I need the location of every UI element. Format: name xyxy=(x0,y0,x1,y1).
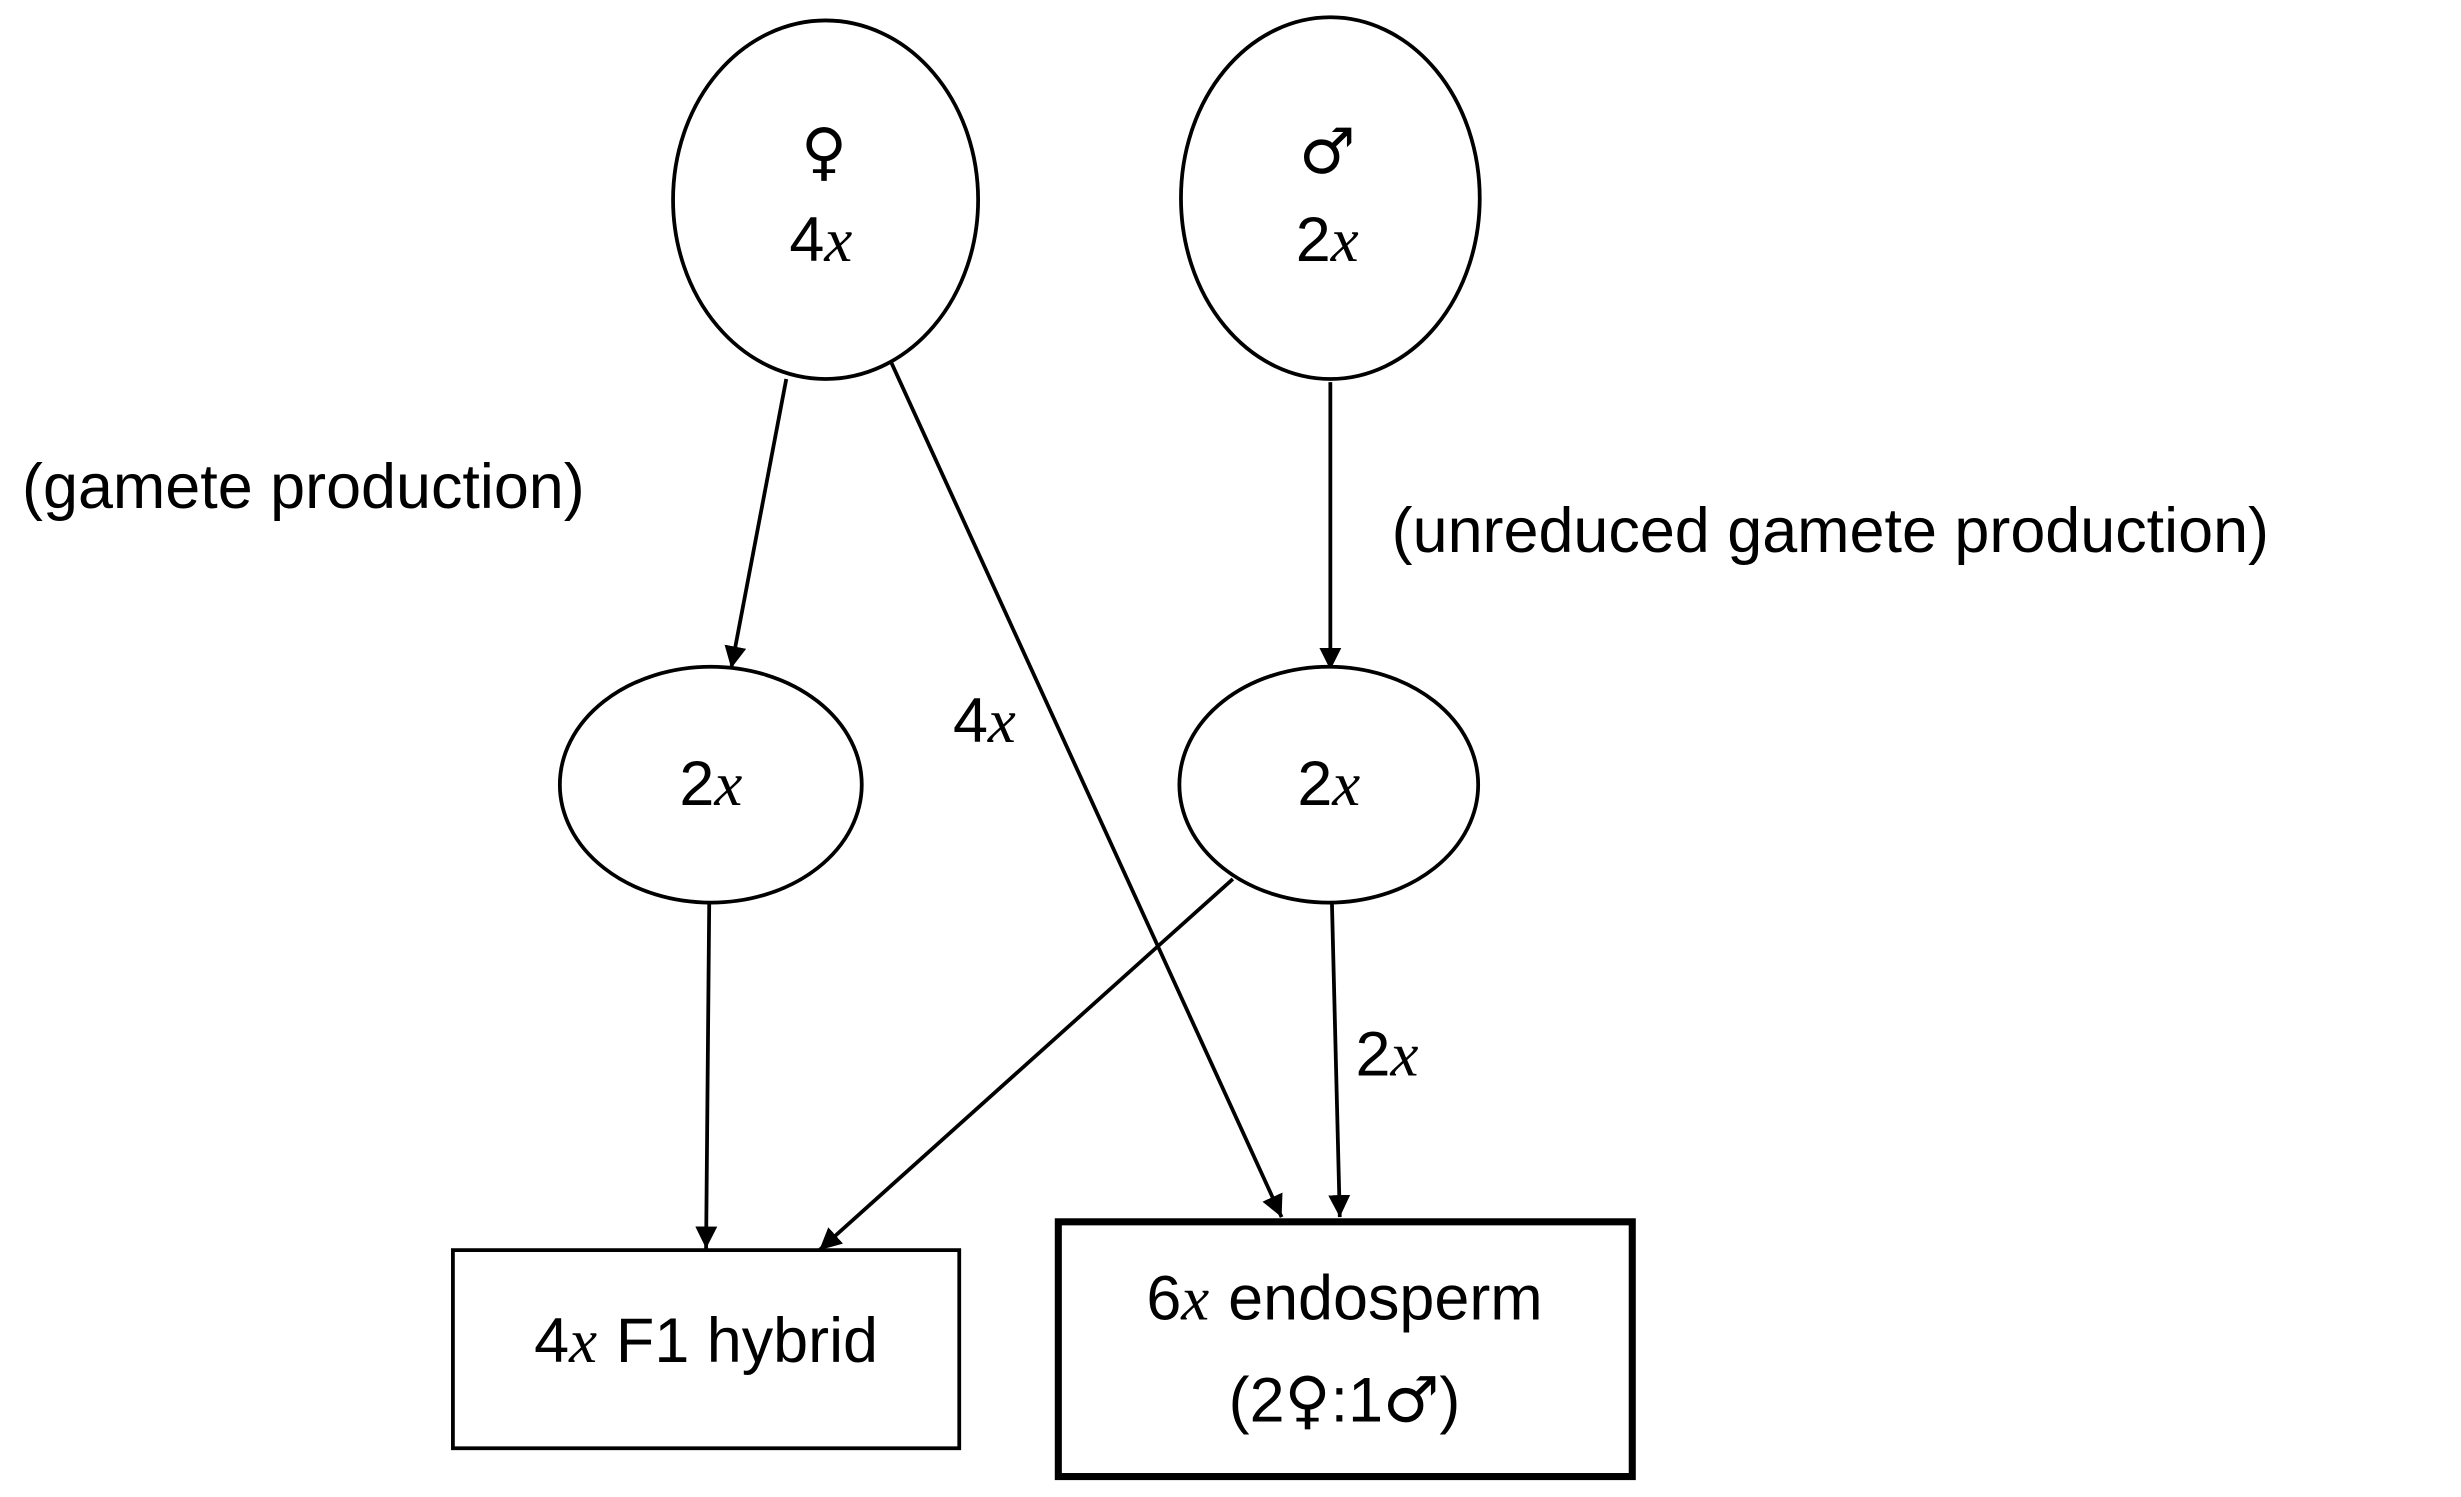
node-female-parent: ♀ 4x xyxy=(671,18,981,381)
edge-male-gamete-to-f1-hybrid xyxy=(818,877,1235,1252)
label-female-to-endosperm-ploidy: 4x xyxy=(953,686,1016,756)
label-unreduced-gamete-production: (unreduced gamete production) xyxy=(1392,496,2269,566)
ratio-male-symbol: ♂ xyxy=(1383,1364,1439,1437)
label-male-gamete-to-endosperm-ploidy: 2x xyxy=(1356,1020,1419,1090)
node-female-parent-shape xyxy=(671,18,981,381)
male-symbol: ♂ xyxy=(1299,115,1355,188)
node-f1-hybrid-box xyxy=(451,1248,962,1451)
node-female-gamete: 2x xyxy=(557,664,864,905)
node-f1-hybrid-label: 4x F1 hybrid xyxy=(534,1306,878,1376)
node-f1-hybrid: 4x F1 hybrid xyxy=(451,1248,962,1451)
node-male-parent: ♂ 2x xyxy=(1179,15,1482,381)
edge-female-gamete-to-f1-hybrid xyxy=(695,902,718,1249)
node-endosperm-ratio: (2♀:1♂) xyxy=(1229,1364,1461,1437)
node-male-gamete-shape xyxy=(1177,664,1481,905)
node-male-parent-ploidy: 2x xyxy=(1296,205,1359,275)
edge-female-parent-to-female-gamete xyxy=(724,378,789,669)
node-endosperm: 6x endosperm (2♀:1♂) xyxy=(1054,1218,1636,1481)
edge-male-gamete-to-endosperm xyxy=(1328,902,1351,1218)
node-endosperm-label: 6x endosperm xyxy=(1146,1263,1542,1333)
node-female-gamete-ploidy: 2x xyxy=(679,749,742,819)
edges xyxy=(695,362,1351,1252)
node-endosperm-box xyxy=(1054,1218,1636,1481)
node-female-parent-ploidy: 4x xyxy=(789,205,852,275)
node-male-gamete-ploidy: 2x xyxy=(1297,749,1360,819)
node-female-gamete-shape xyxy=(557,664,864,905)
edge-female-parent-to-endosperm xyxy=(889,362,1284,1218)
label-gamete-production: (gamete production) xyxy=(22,452,585,522)
node-male-parent-shape xyxy=(1179,15,1482,381)
female-symbol: ♀ xyxy=(801,115,847,188)
ratio-female-symbol: ♀ xyxy=(1285,1364,1331,1437)
node-male-gamete: 2x xyxy=(1177,664,1481,905)
